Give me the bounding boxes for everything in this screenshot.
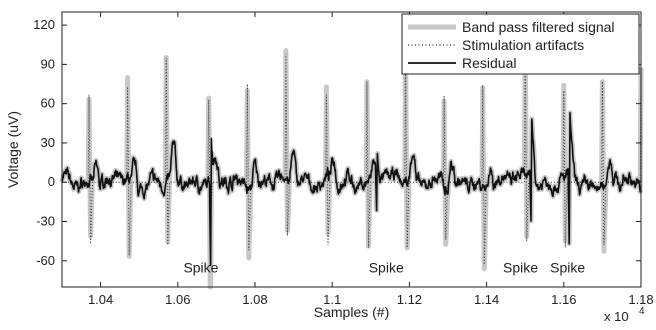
legend-label: Band pass filtered signal — [462, 19, 615, 35]
x-tick-label: 1.06 — [165, 292, 190, 307]
x-multiplier-label: x 10 — [604, 309, 629, 324]
x-multiplier-exponent: 4 — [639, 306, 645, 317]
spike-annotation: Spike — [503, 260, 538, 276]
spike-annotation: Spike — [369, 260, 404, 276]
legend-label: Residual — [462, 55, 516, 71]
y-tick-label: 30 — [41, 135, 55, 150]
y-tick-label: 0 — [48, 174, 55, 189]
x-tick-label: 1.12 — [397, 292, 422, 307]
spike-annotation: Spike — [550, 260, 585, 276]
legend-label: Stimulation artifacts — [462, 37, 584, 53]
y-tick-label: 90 — [41, 56, 55, 71]
legend-box — [401, 13, 640, 75]
spike-annotation: Spike — [183, 260, 218, 276]
x-tick-label: 1.14 — [474, 292, 499, 307]
series-band-pass-line — [59, 42, 644, 290]
y-tick-label: -60 — [36, 253, 55, 268]
x-tick-label: 1.18 — [628, 292, 653, 307]
y-tick-label: 60 — [41, 96, 55, 111]
y-tick-label: 120 — [33, 17, 55, 32]
x-tick-label: 1.16 — [551, 292, 576, 307]
x-tick-label: 1.04 — [88, 292, 113, 307]
x-tick-label: 1.08 — [242, 292, 267, 307]
y-tick-label: -30 — [36, 214, 55, 229]
series-residual-line — [61, 112, 642, 267]
plot-frame — [61, 11, 642, 288]
y-axis-title: Voltage (uV) — [5, 111, 21, 188]
x-tick-label: 1.1 — [323, 292, 341, 307]
series-stim-artifacts-line — [62, 51, 642, 265]
x-axis-title: Samples (#) — [314, 304, 389, 320]
